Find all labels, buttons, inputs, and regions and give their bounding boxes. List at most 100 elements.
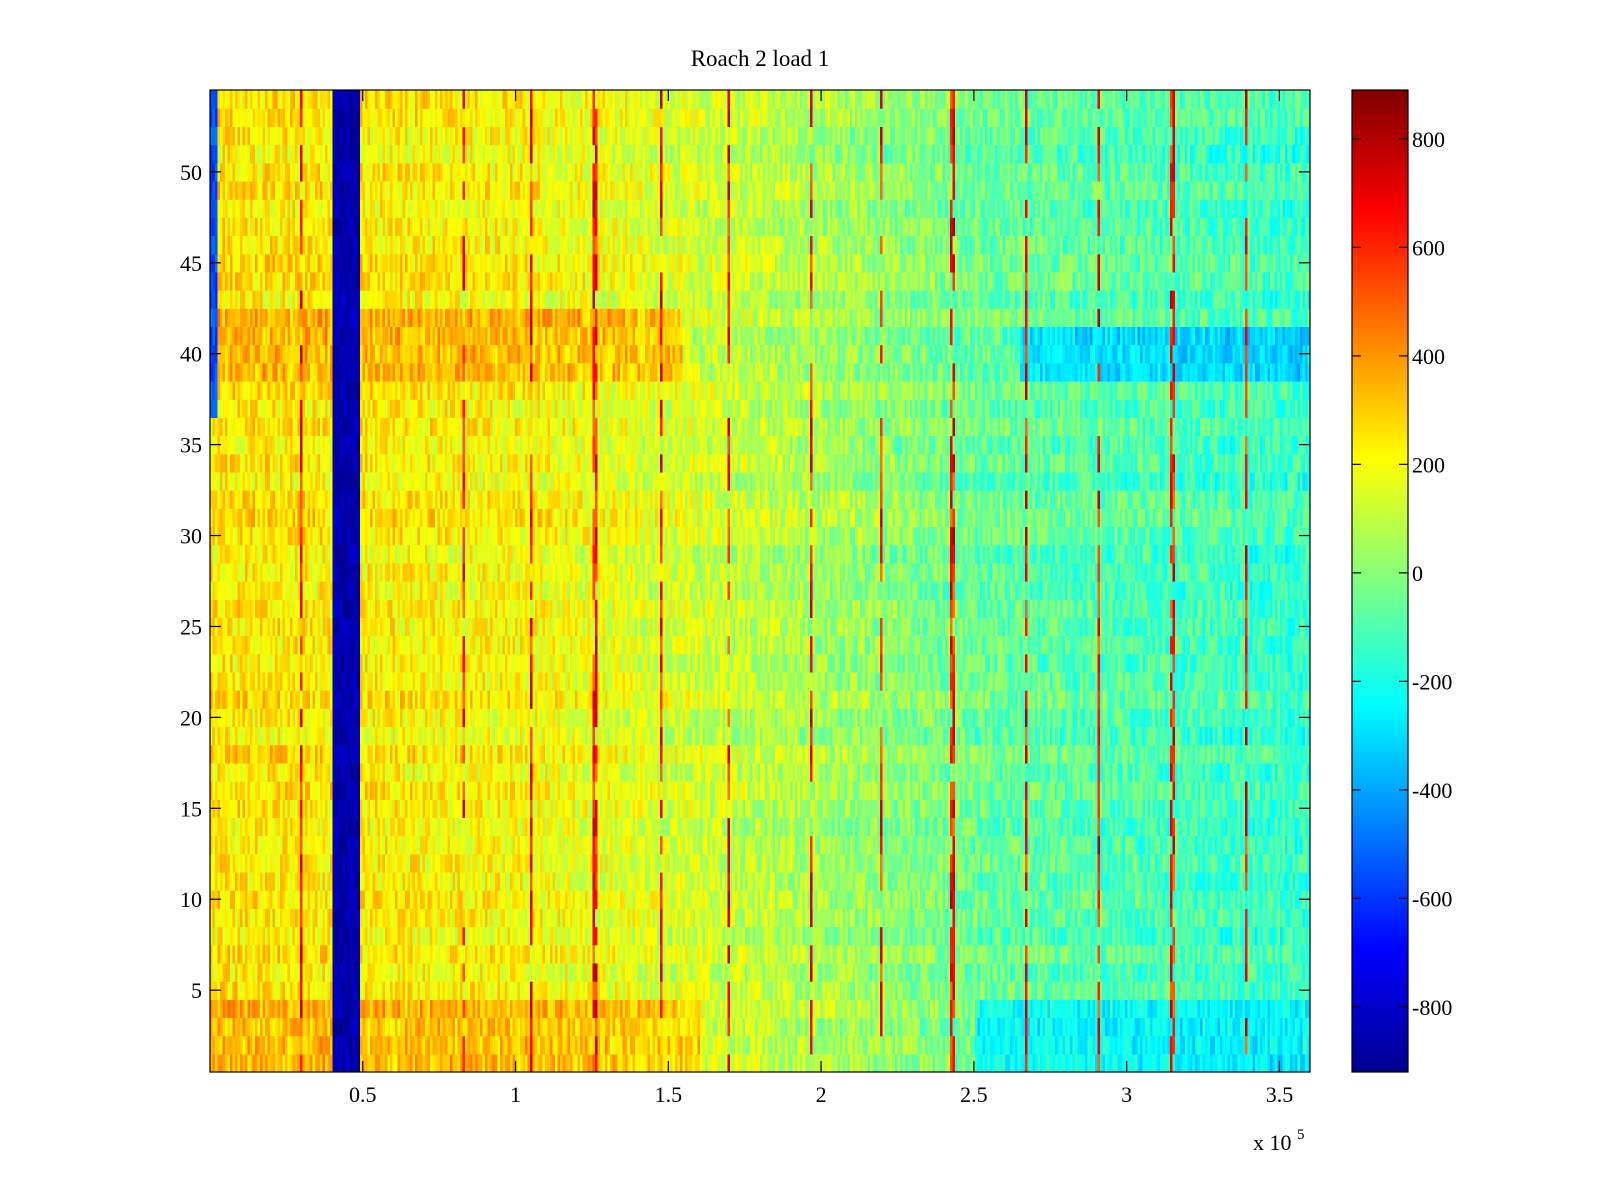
heatmap-cell: [870, 1053, 874, 1072]
heatmap-cell: [750, 908, 754, 928]
heatmap-cell: [590, 981, 594, 1000]
heatmap-cell: [617, 926, 621, 946]
heatmap-cell: [340, 1035, 344, 1055]
heatmap-cell: [830, 999, 834, 1019]
heatmap-cell: [1305, 908, 1309, 928]
heatmap-cell: [840, 981, 844, 1000]
heatmap-cell: [392, 999, 396, 1019]
heatmap-cell: [722, 944, 726, 964]
heatmap-cell: [417, 962, 421, 982]
heatmap-cell: [1195, 1035, 1199, 1055]
heatmap-cell: [335, 999, 339, 1019]
heatmap-cell: [520, 999, 524, 1019]
heatmap-cell: [522, 1035, 526, 1055]
heatmap-cell: [775, 926, 779, 946]
heatmap-cell: [655, 999, 659, 1019]
heatmap-cell: [1062, 981, 1066, 1000]
heatmap-cell: [537, 908, 541, 928]
heatmap-cell: [1222, 1017, 1226, 1037]
heatmap-cell: [617, 908, 621, 928]
heatmap-cell: [540, 1035, 544, 1055]
heatmap-cell: [727, 1017, 731, 1037]
heatmap-cell: [1105, 962, 1109, 982]
heatmap-cell: [705, 962, 709, 982]
heatmap-cell: [242, 926, 246, 946]
heatmap-cell: [1282, 1017, 1286, 1037]
heatmap-cell: [302, 908, 306, 928]
heatmap-cell: [1010, 908, 1014, 928]
heatmap-cell: [622, 1035, 626, 1055]
heatmap-cell: [985, 1017, 989, 1037]
heatmap-cell: [1117, 1017, 1121, 1037]
heatmap-cell: [647, 999, 651, 1019]
heatmap-cell: [1077, 1053, 1081, 1072]
heatmap-cell: [1007, 926, 1011, 946]
heatmap-cell: [435, 962, 439, 982]
heatmap-cells: [210, 90, 1310, 1072]
heatmap-cell: [637, 944, 641, 964]
heatmap-cell: [765, 1053, 769, 1072]
heatmap-cell: [1132, 1053, 1136, 1072]
heatmap-cell: [342, 1017, 346, 1037]
heatmap-cell: [1057, 1035, 1061, 1055]
heatmap-cell: [1147, 981, 1151, 1000]
heatmap-cell: [1015, 1035, 1019, 1055]
heatmap-cell: [485, 981, 489, 1000]
heatmap-cell: [835, 908, 839, 928]
heatmap-cell: [842, 1017, 846, 1037]
heatmap-cell: [995, 962, 999, 982]
heatmap-cell: [652, 926, 656, 946]
heatmap-cell: [617, 999, 621, 1019]
heatmap-cell: [572, 908, 576, 928]
heatmap-cell: [627, 926, 631, 946]
heatmap-cell: [752, 1017, 756, 1037]
heatmap-cell: [1185, 944, 1189, 964]
heatmap-cell: [735, 1035, 739, 1055]
heatmap-cell: [287, 1035, 291, 1055]
heatmap-cell: [365, 1053, 369, 1072]
heatmap-cell: [895, 926, 899, 946]
heatmap-cell: [805, 926, 809, 946]
heatmap-cell: [1220, 908, 1224, 928]
heatmap-cell: [392, 1017, 396, 1037]
heatmap-cell: [572, 944, 576, 964]
heatmap-cell: [265, 981, 269, 1000]
heatmap-cell: [1160, 962, 1164, 982]
heatmap-cell: [1297, 926, 1301, 946]
heatmap-cell: [970, 999, 974, 1019]
heatmap-cell: [277, 926, 281, 946]
heatmap-cell: [317, 908, 321, 928]
heatmap-cell: [1305, 926, 1309, 946]
heatmap-cell: [590, 1035, 594, 1055]
heatmap-cell: [932, 1017, 936, 1037]
heatmap-cell: [455, 962, 459, 982]
heatmap-cell: [1055, 944, 1059, 964]
heatmap-cell: [490, 999, 494, 1019]
heatmap-cell: [450, 926, 454, 946]
heatmap-cell: [1295, 908, 1299, 928]
heatmap-cell: [1160, 999, 1164, 1019]
heatmap-cell: [397, 981, 401, 1000]
heatmap-cell: [1257, 981, 1261, 1000]
heatmap-cell: [1157, 1053, 1161, 1072]
heatmap-cell: [695, 944, 699, 964]
heatmap-cell: [262, 1017, 266, 1037]
heatmap-cell: [325, 1035, 329, 1055]
heatmap-cell: [237, 999, 241, 1019]
heatmap-cell: [1115, 1017, 1119, 1037]
heatmap-cell: [1207, 999, 1211, 1019]
heatmap-cell: [367, 962, 371, 982]
heatmap-cell: [560, 999, 564, 1019]
heatmap-cell: [960, 981, 964, 1000]
heatmap-cell: [910, 926, 914, 946]
heatmap-cell: [340, 1017, 344, 1037]
heatmap-cell: [227, 926, 231, 946]
heatmap-cell: [1292, 981, 1296, 1000]
heatmap-cell: [1000, 962, 1004, 982]
heatmap-cell: [1175, 981, 1179, 1000]
heatmap-cell: [590, 1017, 594, 1037]
heatmap-cell: [800, 999, 804, 1019]
heatmap-cell: [1212, 1053, 1216, 1072]
heatmap-cell: [252, 1053, 256, 1072]
heatmap-cell: [827, 999, 831, 1019]
